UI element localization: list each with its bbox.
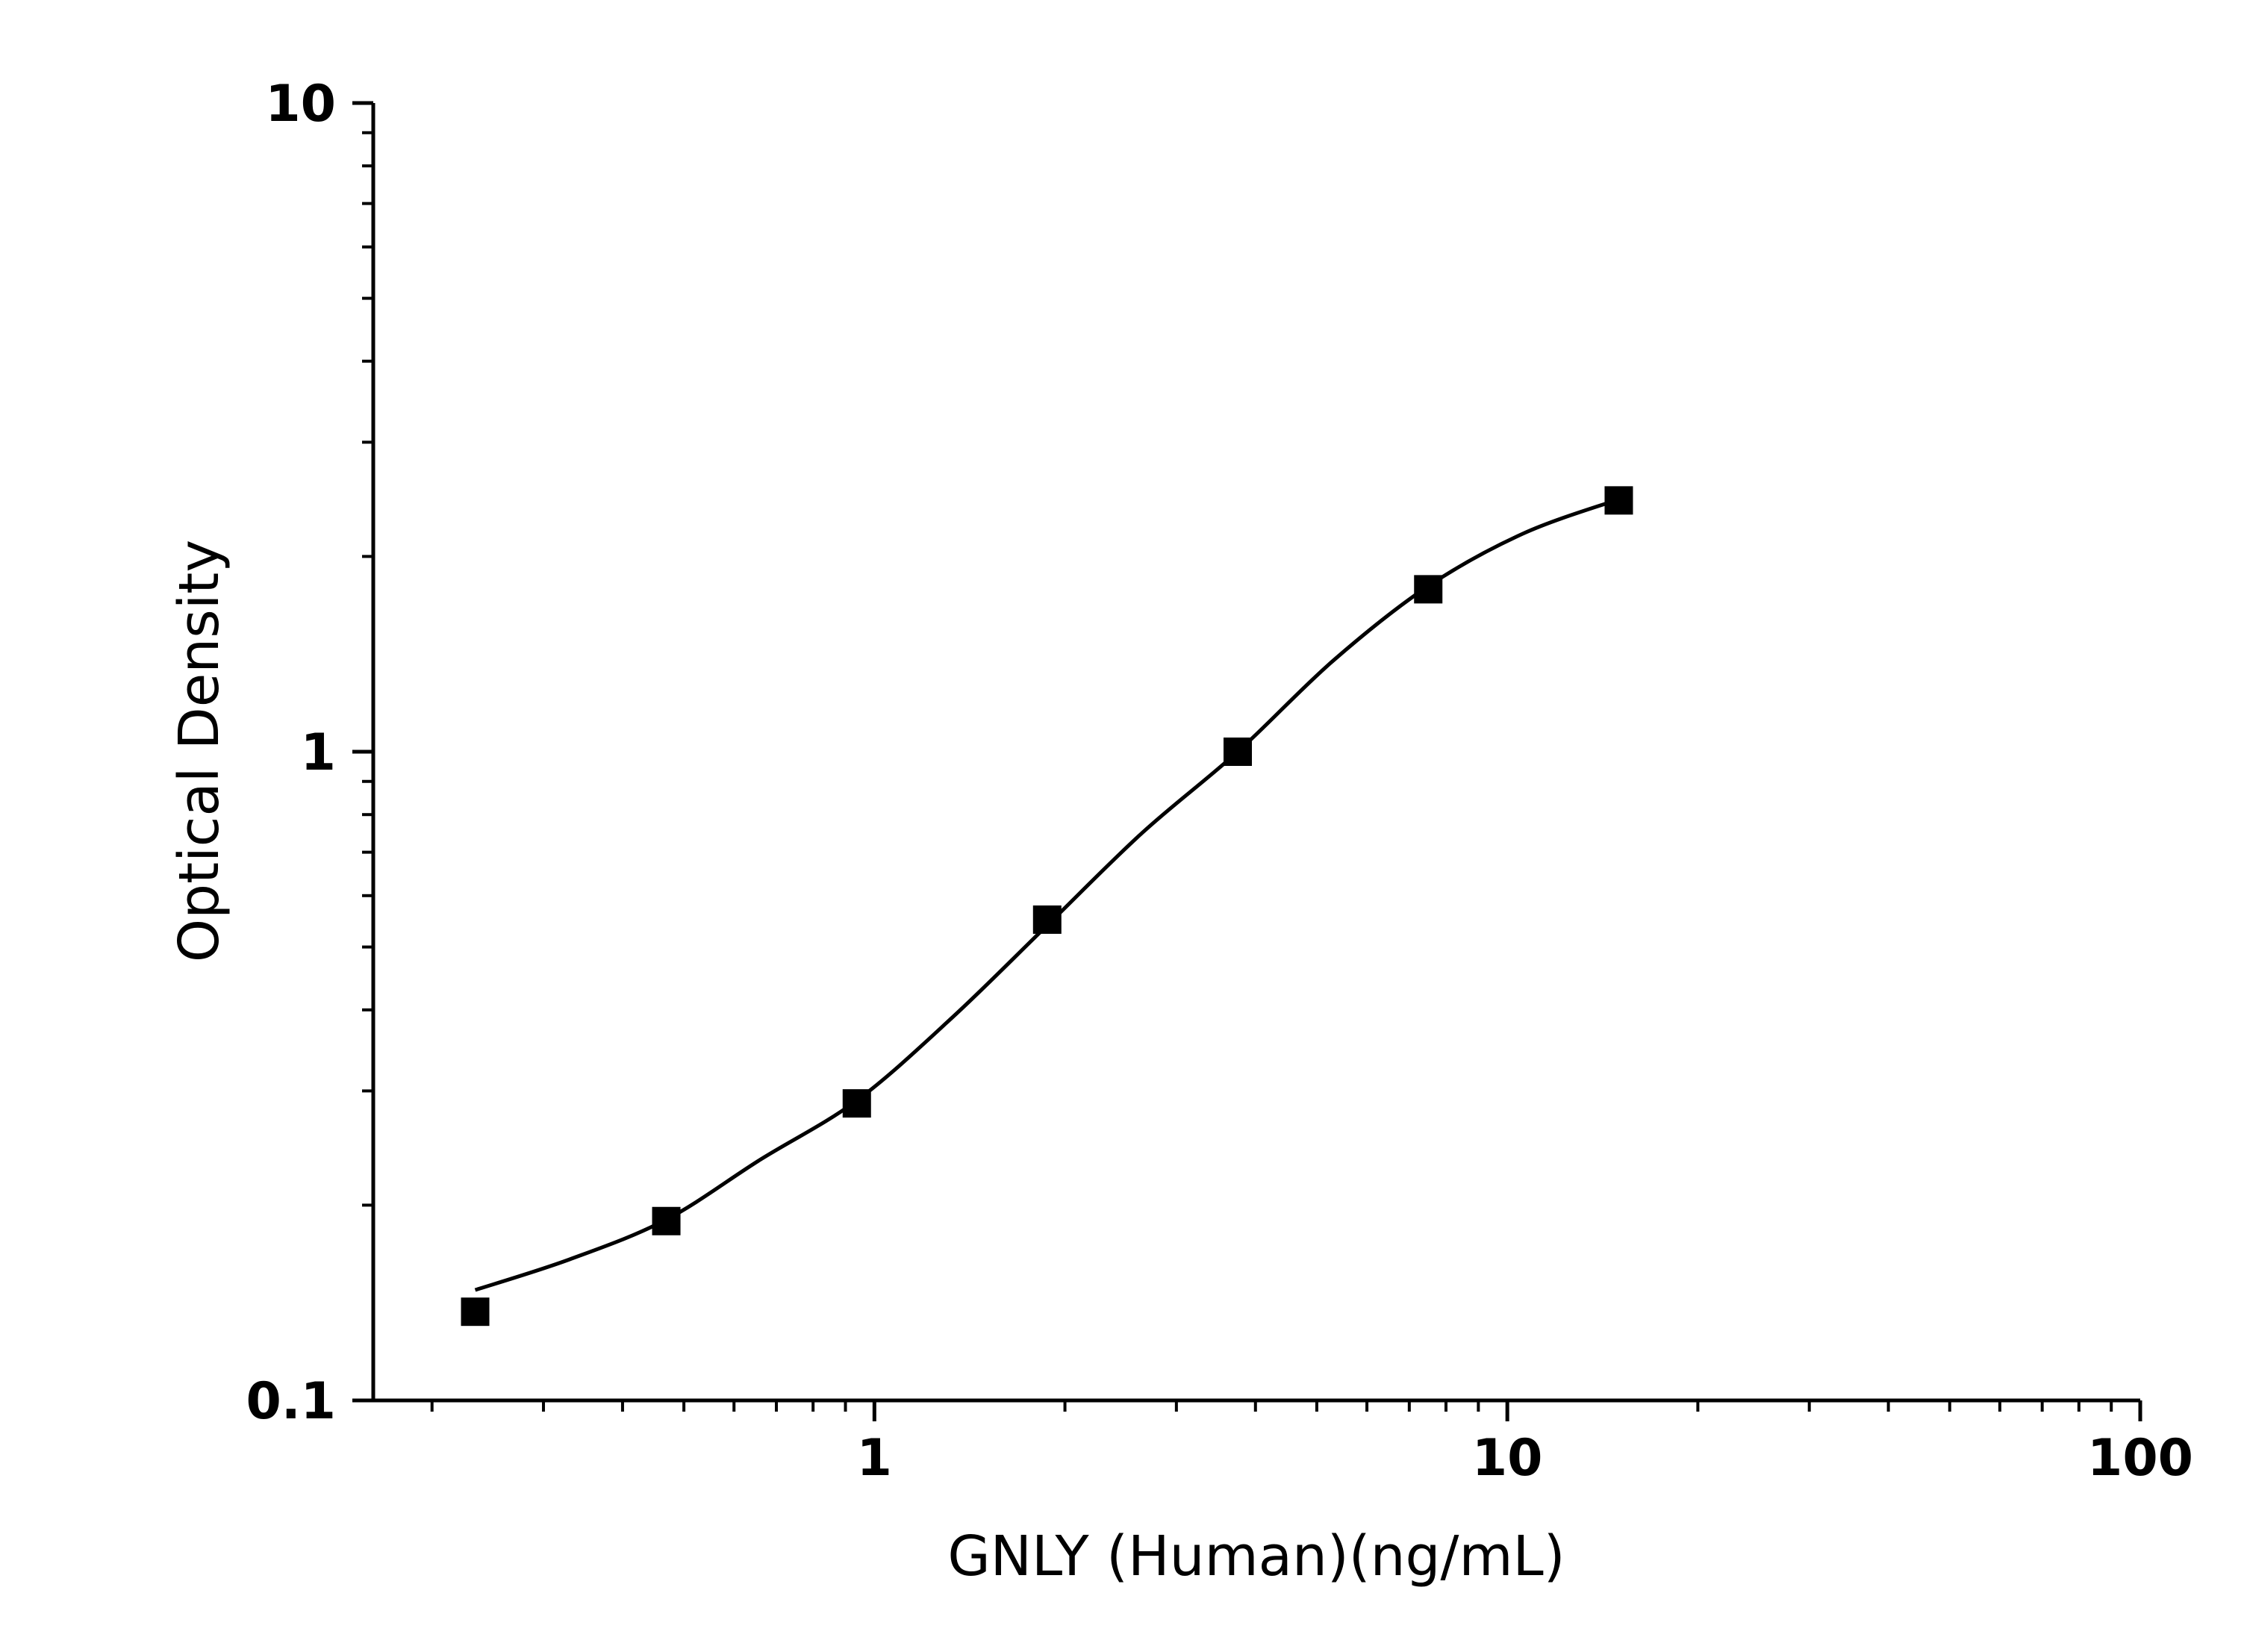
- fit-curve: [474, 497, 1620, 1292]
- data-point: [461, 1297, 490, 1327]
- x-tick-label: 100: [2087, 1429, 2193, 1488]
- data-point: [842, 1089, 871, 1118]
- y-axis-title: Optical Density: [167, 540, 231, 962]
- data-point: [1414, 575, 1443, 604]
- y-tick-label: 0.1: [246, 1372, 336, 1431]
- x-tick-label: 1: [857, 1429, 892, 1488]
- data-point: [1604, 486, 1633, 515]
- x-tick-label: 10: [1472, 1429, 1543, 1488]
- data-point: [1032, 905, 1062, 934]
- x-axis-title: GNLY (Human)(ng/mL): [947, 1524, 1565, 1589]
- y-tick-label: 1: [301, 723, 336, 782]
- data-point: [652, 1206, 681, 1235]
- data-point: [1224, 738, 1253, 766]
- y-tick-label: 10: [265, 75, 336, 134]
